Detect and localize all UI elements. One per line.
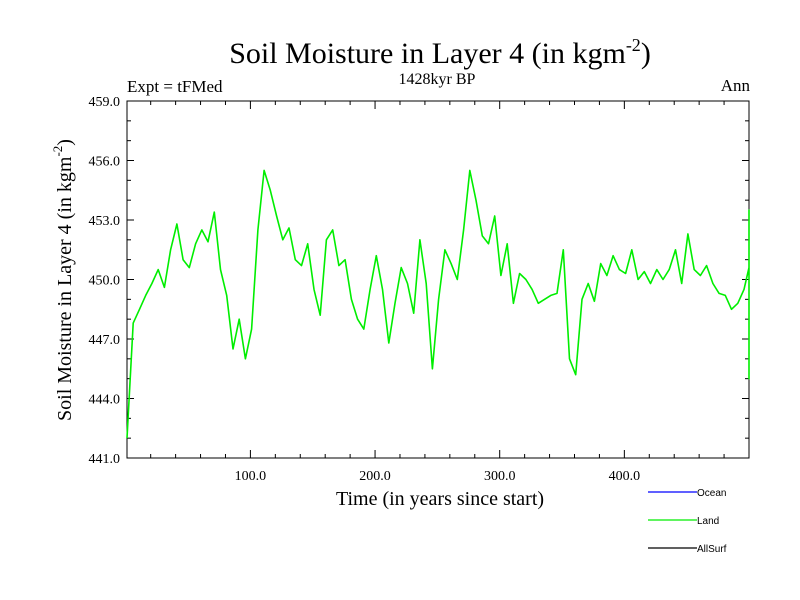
chart-title-main: Soil Moisture in Layer 4 (in kgm [229, 37, 626, 70]
y-axis-label-main: Soil Moisture in Layer 4 (in kgm [54, 156, 76, 421]
y-axis-label: Soil Moisture in Layer 4 (in kgm-2) [50, 139, 76, 421]
y-tick-label: 453.0 [89, 214, 121, 229]
plot-area: 441.0 444.0 447.0 450.0 453.0 456.0 459.0 100.… [89, 95, 750, 484]
y-tick-label: 441.0 [89, 452, 121, 467]
y-axis-label-superscript: -2 [50, 146, 65, 157]
legend-label-allsurf: AllSurf [697, 544, 727, 555]
y-axis-label-close: ) [54, 139, 76, 146]
season-label: Ann [721, 76, 751, 95]
x-tick-label: 100.0 [235, 469, 267, 484]
x-tick-label: 200.0 [359, 469, 391, 484]
chart-title-close: ) [641, 37, 651, 70]
x-tick-label: 300.0 [484, 469, 516, 484]
y-tick-label: 444.0 [89, 393, 121, 408]
legend-label-land: Land [697, 516, 719, 527]
chart-title-text: Soil Moisture in Layer 4 (in kgm-2) [229, 35, 651, 70]
legend: Ocean Land AllSurf [648, 488, 727, 555]
y-tick-label: 450.0 [89, 274, 121, 289]
chart-title: Soil Moisture in Layer 4 (in kgm-2) [229, 35, 651, 70]
x-axis-label: Time (in years since start) [336, 488, 544, 510]
y-tick-label: 456.0 [89, 155, 121, 170]
chart-title-superscript: -2 [626, 35, 641, 55]
plot-frame [126, 100, 750, 459]
series-line-land [126, 169, 750, 439]
y-tick-label: 447.0 [89, 333, 121, 348]
experiment-label: Expt = tFMed [127, 77, 223, 96]
x-tick-label: 400.0 [609, 469, 641, 484]
series-layer [126, 169, 750, 439]
x-axis: 100.0 200.0 300.0 400.0 [150, 101, 725, 484]
legend-label-ocean: Ocean [697, 488, 726, 499]
y-tick-label: 459.0 [89, 95, 121, 110]
chart-subtitle: 1428kyr BP [399, 71, 476, 88]
